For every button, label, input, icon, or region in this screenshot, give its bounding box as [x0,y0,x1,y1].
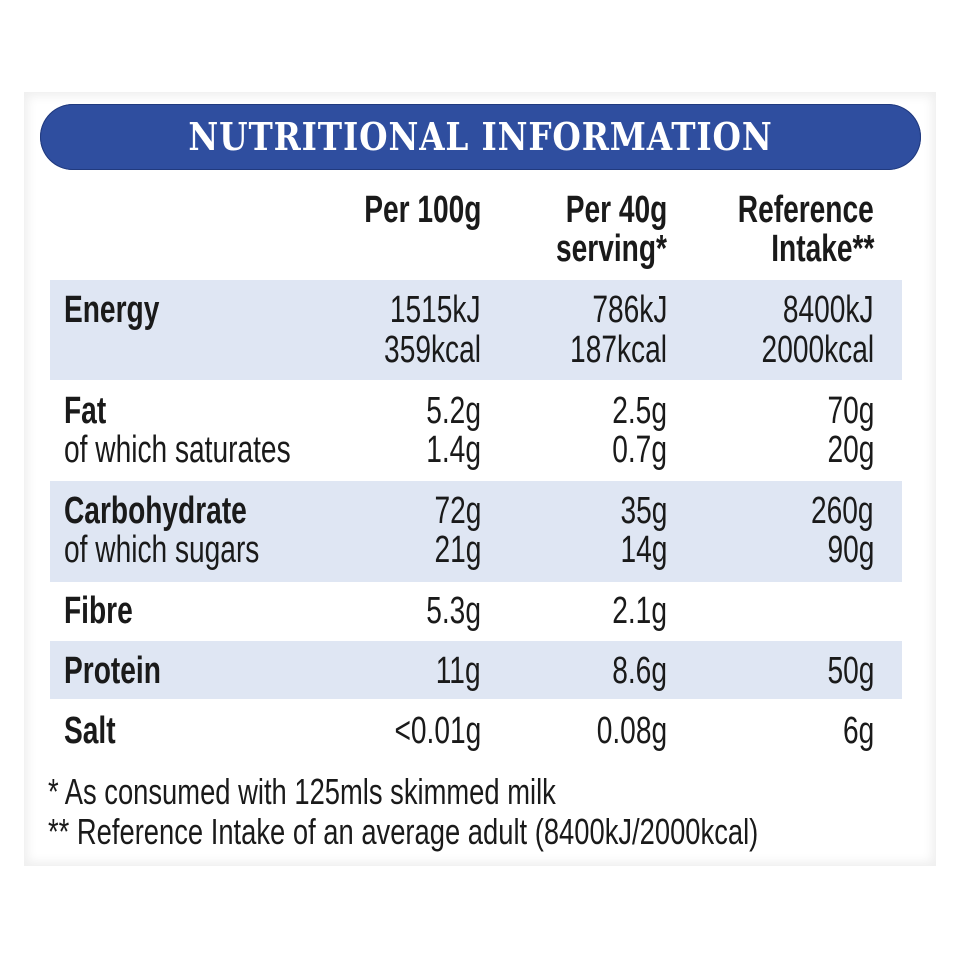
header-banner: NUTRITIONAL INFORMATION [40,104,921,170]
col-header-reference: Reference [738,189,874,231]
cell-saturates-per40: 0.7g [612,429,667,471]
cell-energy-per100-kcal: 359kcal [384,329,481,371]
page-title: NUTRITIONAL INFORMATION [188,114,773,159]
cell-energy-ri-kj: 8400kJ [783,289,874,331]
cell-salt-per100: <0.01g [394,710,481,752]
footnote-reference-intake: ** Reference Intake of an average adult … [48,811,759,852]
cell-sugars-per40: 14g [620,529,667,571]
cell-sugars-ri: 90g [827,529,874,571]
cell-energy-per40-kcal: 187kcal [570,329,667,371]
row-label-carbohydrate: Carbohydrate [64,490,247,532]
row-label-fibre: Fibre [64,590,133,632]
cell-carb-per100: 72g [434,490,481,532]
col-header-per40g: Per 40g [565,189,667,231]
cell-fibre-per40: 2.1g [612,590,667,632]
cell-fat-per40: 2.5g [612,390,667,432]
cell-energy-ri-kcal: 2000kcal [761,329,874,371]
cell-saturates-ri: 20g [827,429,874,471]
cell-fat-ri: 70g [827,390,874,432]
cell-salt-ri: 6g [842,710,874,752]
cell-energy-per100-kj: 1515kJ [390,289,481,331]
col-header-per100g: Per 100g [363,189,481,231]
row-label-energy: Energy [64,289,160,331]
row-label-protein: Protein [64,650,161,692]
cell-protein-per100: 11g [436,650,481,692]
cell-fibre-per100: 5.3g [426,590,481,632]
row-sublabel-saturates: of which saturates [64,429,291,471]
row-band-carbohydrate [50,481,902,582]
cell-sugars-per100: 21g [434,529,481,571]
nutrition-panel [24,92,936,866]
row-band-energy [50,280,902,380]
cell-carb-ri: 260g [811,490,874,532]
cell-salt-per40: 0.08g [596,710,667,752]
row-band-protein [50,641,902,699]
cell-carb-per40: 35g [620,490,667,532]
col-header-intake: Intake** [770,228,874,270]
col-header-per40g-serving: serving* [556,228,667,270]
footnote-serving: * As consumed with 125mls skimmed milk [48,771,556,812]
cell-energy-per40-kj: 786kJ [591,289,667,331]
cell-saturates-per100: 1.4g [426,429,481,471]
row-sublabel-sugars: of which sugars [64,529,260,571]
cell-protein-per40: 8.6g [612,650,667,692]
cell-protein-ri: 50g [827,650,874,692]
cell-fat-per100: 5.2g [426,390,481,432]
row-label-fat: Fat [64,390,107,432]
row-label-salt: Salt [64,710,116,752]
